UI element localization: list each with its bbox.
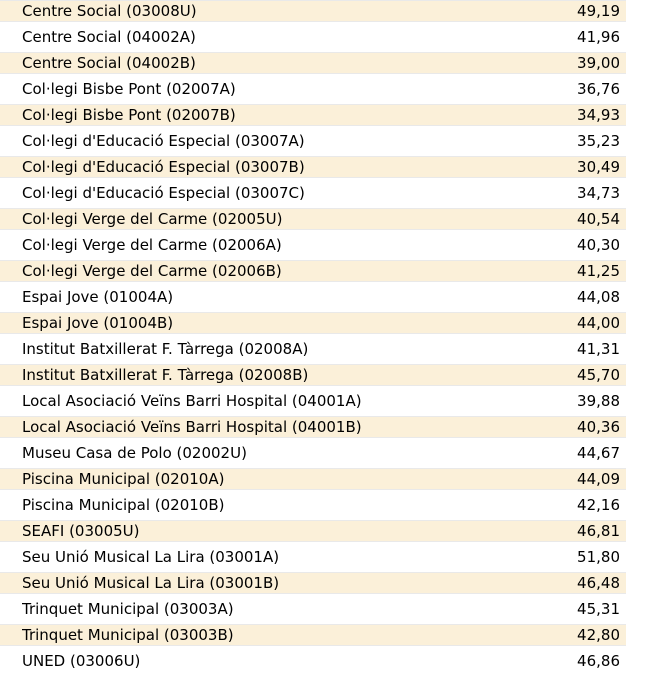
polling-station-label: Col·legi Bisbe Pont (02007A) <box>22 80 236 98</box>
value-label: 35,23 <box>577 132 620 150</box>
value-label: 41,25 <box>577 262 620 280</box>
value-label: 41,96 <box>577 28 620 46</box>
value-label: 36,76 <box>577 80 620 98</box>
table-row: Col·legi Verge del Carme (02006A) 40,30 <box>0 234 626 256</box>
table-row: Centre Social (04002B) 39,00 <box>0 52 626 74</box>
table-row: Col·legi Bisbe Pont (02007A) 36,76 <box>0 78 626 100</box>
table-row: Seu Unió Musical La Lira (03001A) 51,80 <box>0 546 626 568</box>
table-row: Col·legi d'Educació Especial (03007B) 30… <box>0 156 626 178</box>
polling-station-label: Espai Jove (01004B) <box>22 314 174 332</box>
table-row: Local Asociació Veïns Barri Hospital (04… <box>0 390 626 412</box>
polling-station-label: Local Asociació Veïns Barri Hospital (04… <box>22 418 362 436</box>
polling-station-label: Centre Social (03008U) <box>22 2 197 20</box>
polling-station-label: Col·legi Bisbe Pont (02007B) <box>22 106 236 124</box>
polling-station-label: Col·legi Verge del Carme (02006B) <box>22 262 282 280</box>
value-label: 42,80 <box>577 626 620 644</box>
value-label: 39,00 <box>577 54 620 72</box>
value-label: 44,09 <box>577 470 620 488</box>
polling-station-label: Centre Social (04002B) <box>22 54 196 72</box>
value-label: 46,81 <box>577 522 620 540</box>
value-label: 44,00 <box>577 314 620 332</box>
polling-station-label: Local Asociació Veïns Barri Hospital (04… <box>22 392 362 410</box>
table-row: Piscina Municipal (02010A) 44,09 <box>0 468 626 490</box>
value-label: 46,86 <box>577 652 620 670</box>
value-label: 49,19 <box>577 2 620 20</box>
table-row: Museu Casa de Polo (02002U) 44,67 <box>0 442 626 464</box>
polling-station-label: Trinquet Municipal (03003A) <box>22 600 234 618</box>
value-label: 42,16 <box>577 496 620 514</box>
table-row: Institut Batxillerat F. Tàrrega (02008A)… <box>0 338 626 360</box>
value-label: 40,54 <box>577 210 620 228</box>
polling-station-label: Piscina Municipal (02010A) <box>22 470 225 488</box>
polling-station-label: UNED (03006U) <box>22 652 141 670</box>
table-row: Col·legi Bisbe Pont (02007B) 34,93 <box>0 104 626 126</box>
polling-station-label: SEAFI (03005U) <box>22 522 140 540</box>
polling-station-label: Institut Batxillerat F. Tàrrega (02008B) <box>22 366 309 384</box>
value-label: 51,80 <box>577 548 620 566</box>
value-label: 46,48 <box>577 574 620 592</box>
value-label: 44,08 <box>577 288 620 306</box>
polling-station-label: Trinquet Municipal (03003B) <box>22 626 234 644</box>
polling-station-label: Col·legi Verge del Carme (02005U) <box>22 210 283 228</box>
polling-station-label: Piscina Municipal (02010B) <box>22 496 225 514</box>
polling-station-label: Col·legi Verge del Carme (02006A) <box>22 236 282 254</box>
table-row: Local Asociació Veïns Barri Hospital (04… <box>0 416 626 438</box>
table-row: Trinquet Municipal (03003A) 45,31 <box>0 598 626 620</box>
table-row: SEAFI (03005U) 46,81 <box>0 520 626 542</box>
table-row: Institut Batxillerat F. Tàrrega (02008B)… <box>0 364 626 386</box>
polling-station-label: Museu Casa de Polo (02002U) <box>22 444 247 462</box>
table-row: Espai Jove (01004B) 44,00 <box>0 312 626 334</box>
value-label: 45,31 <box>577 600 620 618</box>
table-row: Col·legi d'Educació Especial (03007A) 35… <box>0 130 626 152</box>
polling-station-label: Institut Batxillerat F. Tàrrega (02008A) <box>22 340 309 358</box>
table-row: Col·legi d'Educació Especial (03007C) 34… <box>0 182 626 204</box>
polling-station-label: Centre Social (04002A) <box>22 28 196 46</box>
value-label: 40,36 <box>577 418 620 436</box>
value-label: 41,31 <box>577 340 620 358</box>
table-row: UNED (03006U) 46,86 <box>0 650 626 672</box>
table-row: Espai Jove (01004A) 44,08 <box>0 286 626 308</box>
table-row: Col·legi Verge del Carme (02005U) 40,54 <box>0 208 626 230</box>
polling-station-label: Seu Unió Musical La Lira (03001A) <box>22 548 280 566</box>
table-row: Centre Social (04002A) 41,96 <box>0 26 626 48</box>
polling-station-label: Espai Jove (01004A) <box>22 288 174 306</box>
value-label: 45,70 <box>577 366 620 384</box>
table-row: Seu Unió Musical La Lira (03001B) 46,48 <box>0 572 626 594</box>
value-label: 44,67 <box>577 444 620 462</box>
polling-station-label: Seu Unió Musical La Lira (03001B) <box>22 574 280 592</box>
value-label: 30,49 <box>577 158 620 176</box>
results-table: Centre Social (03008U) 49,19 Centre Soci… <box>0 0 626 672</box>
table-row: Trinquet Municipal (03003B) 42,80 <box>0 624 626 646</box>
value-label: 40,30 <box>577 236 620 254</box>
value-label: 34,93 <box>577 106 620 124</box>
value-label: 34,73 <box>577 184 620 202</box>
table-row: Col·legi Verge del Carme (02006B) 41,25 <box>0 260 626 282</box>
value-label: 39,88 <box>577 392 620 410</box>
polling-station-label: Col·legi d'Educació Especial (03007A) <box>22 132 305 150</box>
polling-station-label: Col·legi d'Educació Especial (03007C) <box>22 184 305 202</box>
polling-station-label: Col·legi d'Educació Especial (03007B) <box>22 158 305 176</box>
table-row: Piscina Municipal (02010B) 42,16 <box>0 494 626 516</box>
table-row: Centre Social (03008U) 49,19 <box>0 0 626 22</box>
